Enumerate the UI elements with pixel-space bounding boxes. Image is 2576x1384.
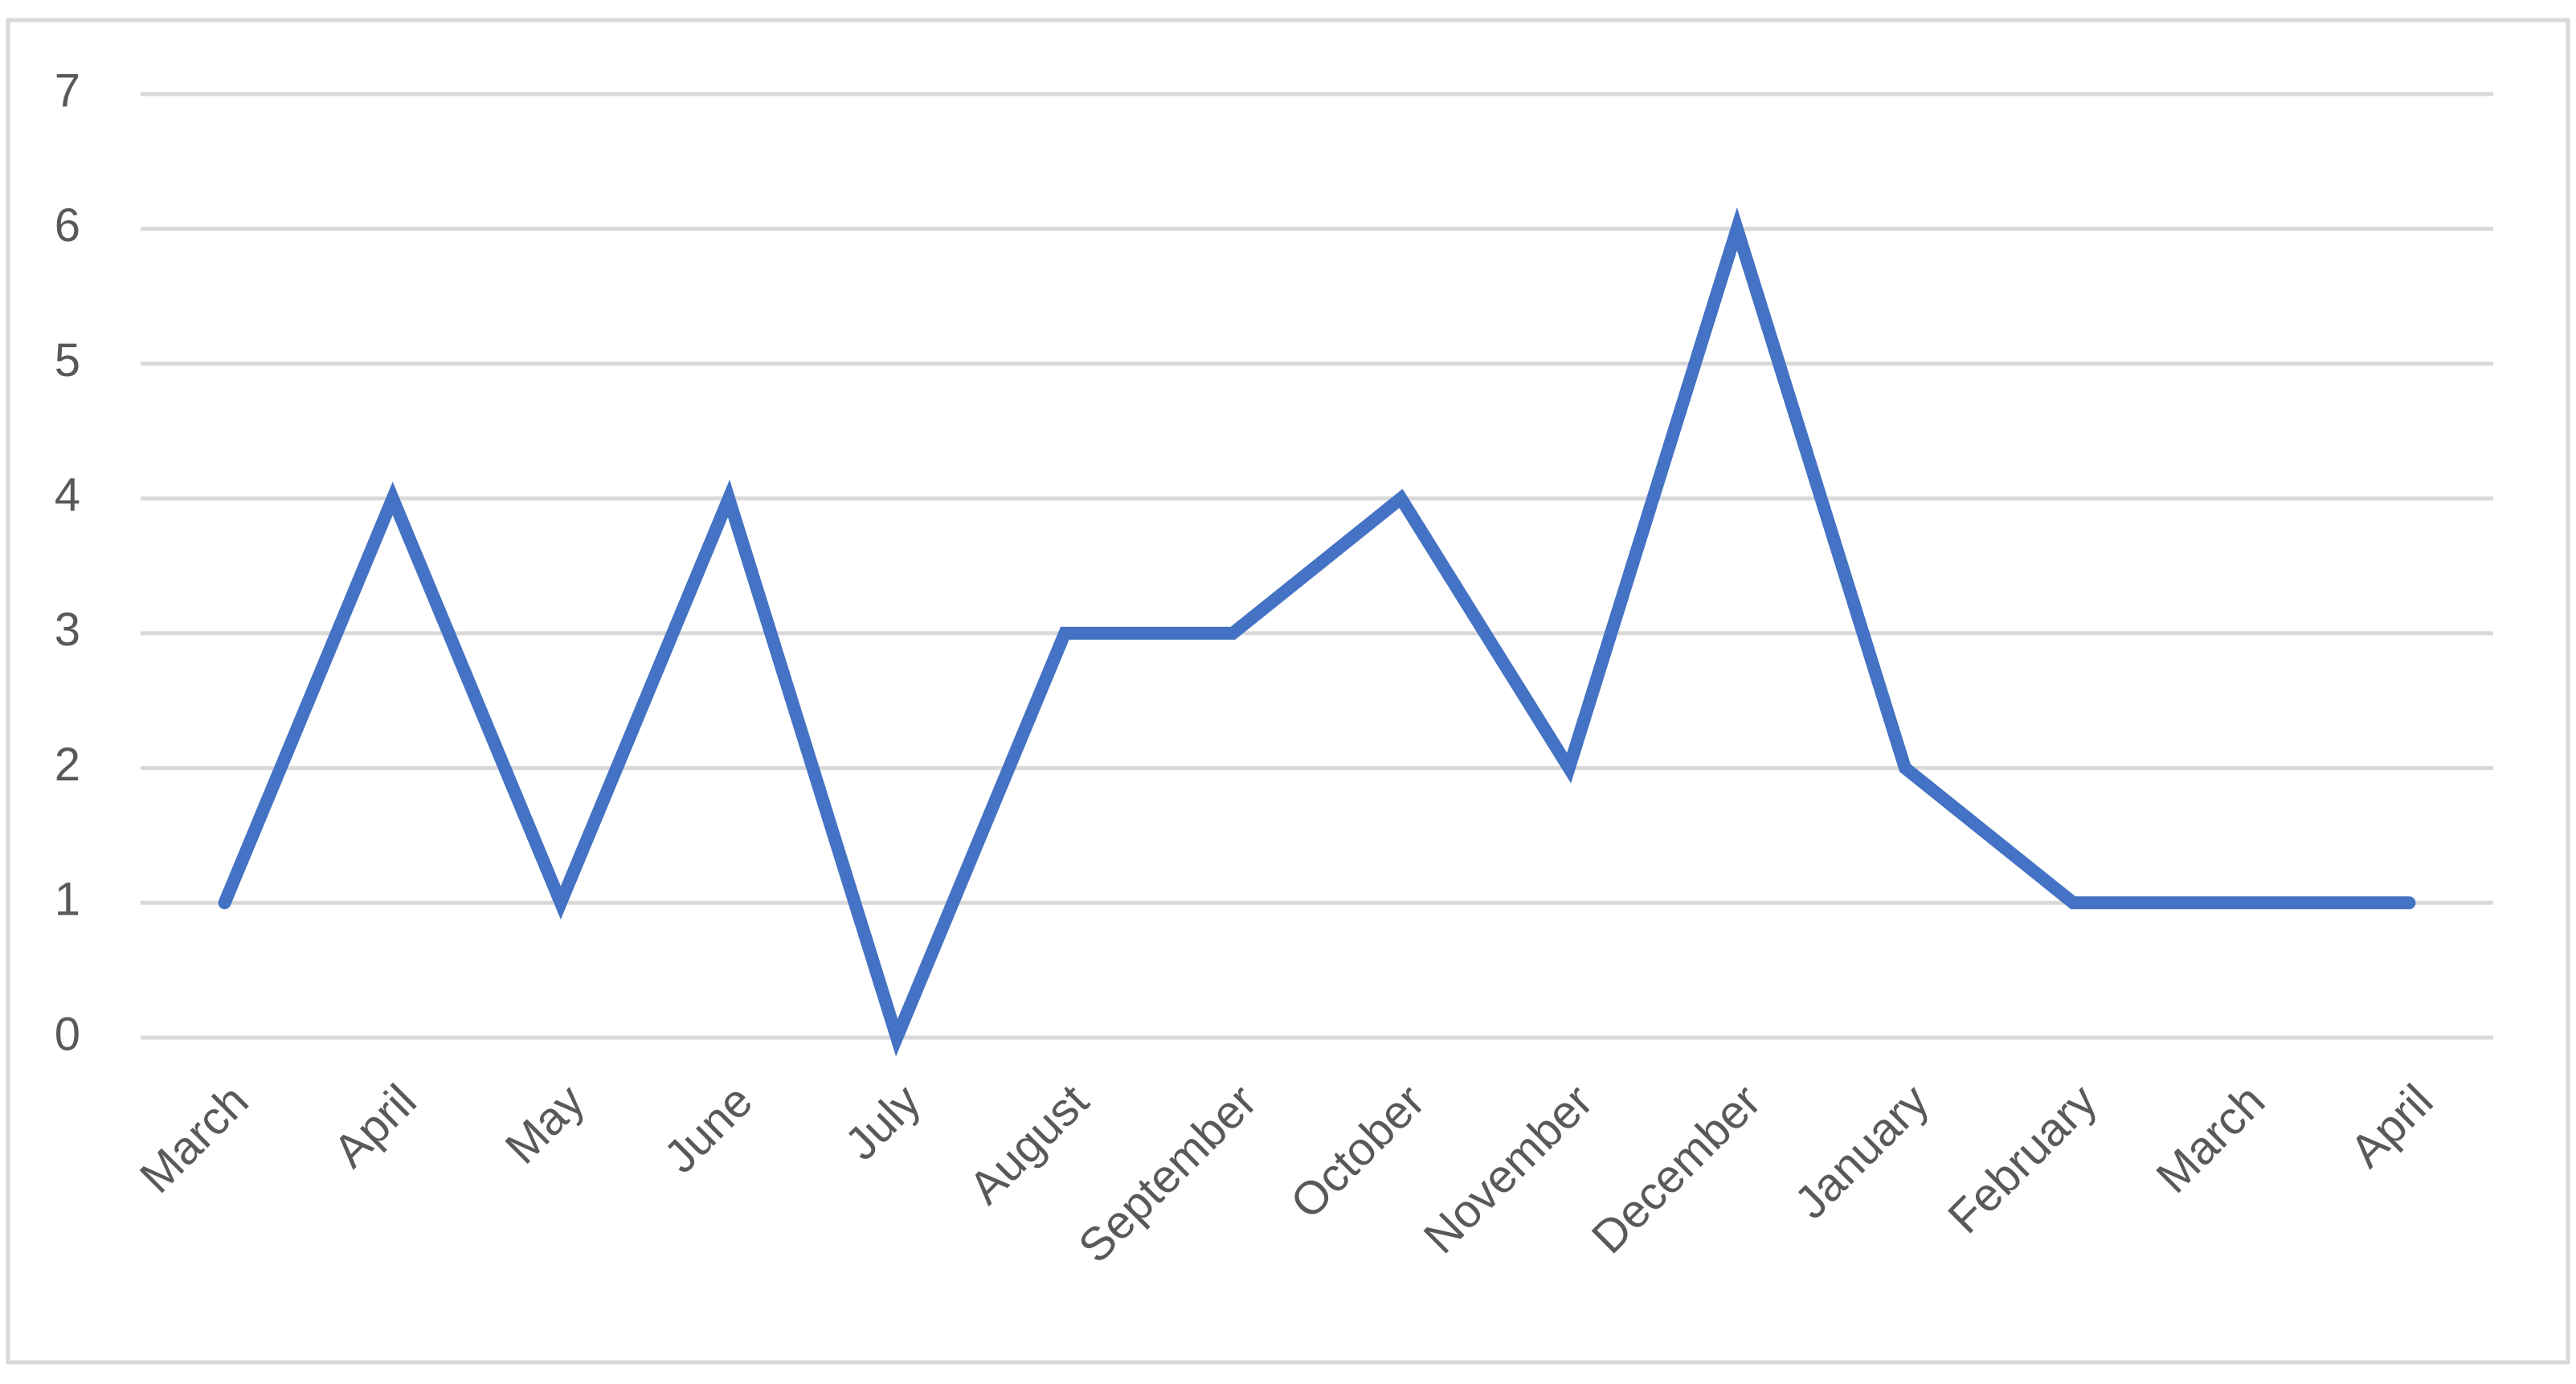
y-tick-label: 7 <box>55 64 80 117</box>
y-tick-label: 6 <box>55 199 80 252</box>
y-tick-label: 1 <box>55 874 80 926</box>
chart-border <box>6 18 2570 1365</box>
data-line <box>218 207 2416 1057</box>
y-tick-label: 4 <box>55 469 80 521</box>
y-tick-label: 2 <box>55 739 80 791</box>
y-tick-label: 3 <box>55 604 80 656</box>
y-tick-label: 5 <box>55 334 80 387</box>
y-tick-label: 0 <box>55 1008 80 1060</box>
